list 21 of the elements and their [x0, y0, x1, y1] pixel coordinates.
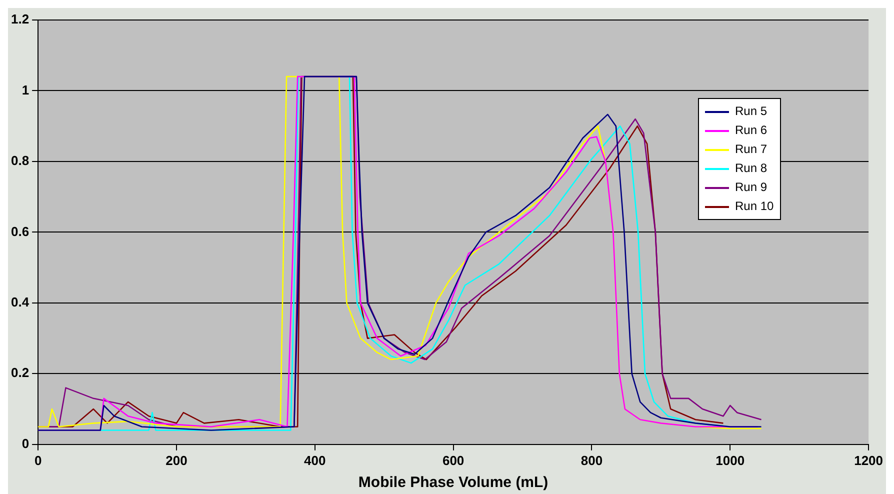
- legend-label: Run 6: [735, 122, 768, 139]
- y-tick-label: 0.8: [10, 153, 30, 168]
- x-tick-label: 600: [442, 452, 464, 468]
- y-tick-label: 0.4: [10, 294, 30, 310]
- x-tick-label: 200: [166, 452, 188, 468]
- x-tick-label: 1000: [716, 452, 745, 468]
- legend-label: Run 8: [735, 160, 768, 177]
- x-axis-title: Mobile Phase Volume (mL): [358, 474, 548, 492]
- legend-label: Run 9: [735, 179, 768, 196]
- y-tick-label: 0.6: [10, 224, 30, 239]
- x-tick-label: 1200: [854, 452, 883, 468]
- legend-label: Run 10: [735, 198, 774, 215]
- y-tick-label: 1.2: [10, 12, 30, 27]
- x-tick-label: 800: [580, 452, 603, 468]
- legend-label: Run 7: [735, 141, 768, 158]
- y-tick-label: 0: [22, 436, 30, 451]
- y-tick-label: 0.2: [10, 365, 30, 380]
- y-tick-label: 1: [22, 82, 30, 98]
- x-tick-label: 400: [304, 452, 326, 468]
- x-tick-label: 0: [34, 452, 42, 468]
- legend-label: Run 5: [735, 103, 768, 120]
